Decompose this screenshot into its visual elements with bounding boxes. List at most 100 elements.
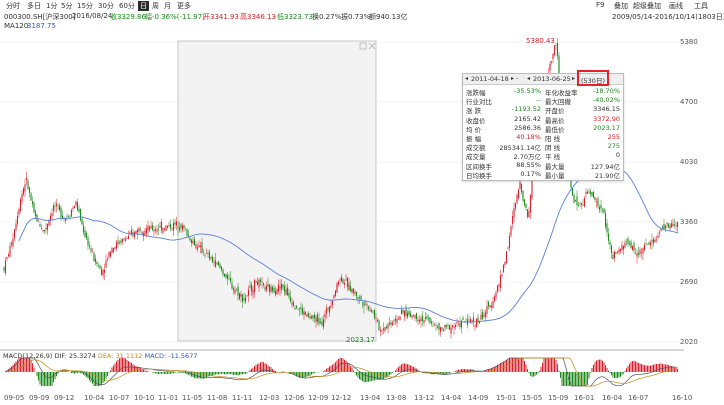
draw-line-button[interactable]: 画线 [669,2,683,10]
candle-body [418,320,421,322]
candle-body [7,254,10,257]
candle-body [618,249,620,254]
candle-body [102,269,104,276]
x-tick-label: 09-09 [29,394,50,402]
tools-button[interactable]: 工具 [694,2,708,10]
candle-body [163,228,166,230]
candle-body [49,215,52,221]
x-tick-label: 14-09 [468,394,489,402]
y-axis-labels: 5380 4700 4030 3360 2690 2020 [680,38,698,346]
tab-more[interactable]: 更多 [177,2,191,10]
candle-body [489,305,491,308]
stat-value: 40.18% [516,133,541,141]
tab-60min[interactable]: 60分 [119,2,135,10]
f9-button[interactable]: F9 [596,1,605,9]
candle-body [558,55,560,79]
candle-body [450,327,452,334]
candle-body [250,284,253,292]
candle-body [204,254,206,256]
candle-body [109,251,112,257]
candle-body [162,228,164,233]
range-start-date[interactable]: 2011-04-18 [471,75,509,83]
candle-body [408,310,410,315]
candle-body [214,260,217,267]
candle-body [526,209,529,217]
tab-30min[interactable]: 30分 [98,2,114,10]
dea-value: DEA: 31.1112 [97,352,143,360]
tab-day[interactable]: 日 [138,1,149,11]
candle-body [576,196,578,206]
candle-body [549,63,551,72]
super-overlay-button[interactable]: 超级叠加 [633,2,661,10]
price-chart[interactable]: 5380.43 2023.17 5380 4700 4030 3360 2690 2020 [0,30,724,395]
candle-body [166,226,169,228]
candle-body [277,284,280,292]
date-range-label: 2009/05/14-2016/10/14(1803日) [612,13,724,21]
peak-label: 5380.43 [526,37,555,45]
candle-body [241,294,244,302]
candle-body [588,191,590,193]
next-arrow-icon[interactable]: ▸ - [511,75,519,82]
candle-body [282,284,284,288]
candle-body [151,225,154,231]
candle-body [318,318,320,325]
quote-info-line: 000300.SH[沪深300] 2016/08/24 收3329.86 幅-0… [0,11,724,22]
range-stats-panel[interactable]: ◂ 2011-04-18 ▸ - ◂ 2013-06-25 ▸ (530日) 涨… [462,70,624,181]
candle-body [138,227,140,232]
candle-body [285,289,287,295]
candle-body [178,227,181,231]
high-price: 高3346.13 [240,13,276,21]
candle-body [51,213,53,217]
candle-body [669,225,671,229]
candle-body [592,191,595,198]
tab-multiday[interactable]: 多日 [27,2,41,10]
candle-body [424,317,427,320]
candle-body [99,265,101,270]
tab-1min[interactable]: 1分 [46,2,58,10]
candle-body [333,295,335,299]
candle-body [258,279,260,288]
range-end-date[interactable]: 2013-06-25 [533,75,571,83]
tab-5min[interactable]: 5分 [61,2,73,10]
candle-body [663,224,665,230]
candle-body [607,233,610,241]
stat-value: 2586.36 [514,123,541,132]
selection-box-icons[interactable] [359,42,376,50]
candle-body [303,311,305,316]
candle-body [25,177,28,181]
candle-body [334,290,337,296]
ma120-line [18,160,678,323]
candle-body [360,296,362,301]
candle-body [582,204,584,206]
candle-body [120,240,122,244]
x-tick-label: 12-03 [259,394,280,402]
candle-body [207,253,209,254]
candle-body [646,244,649,245]
candle-body [583,197,586,207]
candle-body [396,318,398,324]
candle-body [498,284,500,287]
candle-body [363,301,365,307]
candle-body [58,205,61,210]
next-arrow-icon-2[interactable]: ▸ [572,75,576,82]
dif-value: DIF: 25.3274 [54,352,96,360]
overlay-button[interactable]: 叠加 [614,2,628,10]
candle-body [114,247,116,250]
candle-body [22,188,25,195]
tab-week[interactable]: 周 [152,2,159,10]
candle-body [504,262,506,266]
candle-body [517,189,520,199]
stat-label: 涨 跌 [466,107,482,116]
candle-body [366,304,368,306]
candle-body [610,245,613,254]
candle-body [87,237,89,246]
prev-arrow-icon-2[interactable]: ◂ [527,75,531,82]
tab-timeshare[interactable]: 分时 [6,2,20,10]
candle-body [189,237,191,241]
tab-month[interactable]: 月 [164,2,171,10]
prev-arrow-icon[interactable]: ◂ [465,75,469,82]
candle-body [85,233,88,239]
tab-15min[interactable]: 15分 [77,2,93,10]
candle-body [61,215,64,219]
selection-range-box[interactable] [177,40,377,342]
